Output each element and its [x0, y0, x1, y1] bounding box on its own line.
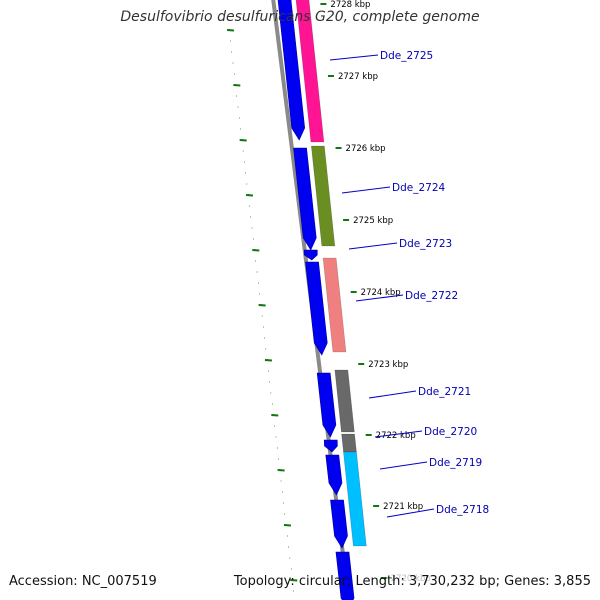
forward-strand-track: [277, 0, 355, 600]
forward-gene-arrow: [293, 147, 317, 251]
accession-text: Accession: NC_007519: [9, 574, 157, 589]
gene-label: Dde_2721: [418, 386, 471, 398]
map-title: Desulfovibrio desulfuricans G20, complet…: [120, 9, 480, 25]
gene-label-leader: [368, 390, 417, 399]
gene-feature: [310, 145, 336, 247]
gene-label: Dde_2723: [399, 238, 452, 250]
forward-gene-arrow: [303, 249, 318, 261]
kbp-tick-label: 2722 kbp: [376, 431, 416, 441]
kbp-tick-label: 2724 kbp: [361, 288, 401, 298]
forward-gene-arrow: [277, 0, 306, 141]
gene-track: [295, 0, 367, 547]
gc-mark: [283, 524, 291, 527]
gene-feature: [343, 451, 367, 547]
kbp-tick-label: 2720 kbp: [391, 574, 431, 584]
gc-mark: [277, 469, 285, 472]
kbp-tick-label: 2728 kbp: [330, 0, 370, 10]
gc-mark: [233, 84, 241, 87]
gene-label: Dde_2724: [392, 182, 446, 194]
gc-mark: [290, 579, 298, 582]
forward-gene-arrow: [325, 454, 343, 496]
kbp-tick-label: 2725 kbp: [353, 216, 393, 226]
forward-gene-arrow: [323, 439, 338, 453]
gene-label: Dde_2725: [380, 50, 433, 62]
gc-content-track: [226, 29, 298, 593]
gene-label-leader: [386, 508, 435, 518]
gene-feature: [341, 433, 357, 453]
gc-mark: [258, 304, 266, 307]
gene-feature: [295, 0, 325, 143]
gc-mark: [252, 249, 260, 252]
gene-label-leader: [341, 186, 391, 194]
gene-label-leader: [329, 54, 379, 61]
kbp-tick-label: 2727 kbp: [338, 72, 378, 82]
gene-feature: [334, 369, 355, 433]
gene-label-leader: [355, 294, 404, 302]
gene-label: Dde_2718: [436, 504, 489, 516]
forward-gene-arrow: [330, 499, 348, 549]
gc-mark: [264, 359, 273, 362]
gene-label: Dde_2720: [424, 426, 477, 438]
gene-label-leader: [348, 242, 398, 250]
gc-mark: [245, 194, 254, 197]
forward-gene-arrow: [335, 551, 355, 600]
kbp-tick-label: 2721 kbp: [383, 502, 423, 512]
kbp-tick-label: 2723 kbp: [368, 360, 408, 370]
forward-gene-arrow: [316, 372, 337, 438]
genome-summary-text: Topology: circular; Length: 3,730,232 bp…: [233, 574, 591, 589]
gene-label: Dde_2722: [405, 290, 458, 302]
gene-label-leader: [379, 461, 428, 470]
gene-feature: [322, 257, 347, 353]
gene-label: Dde_2719: [429, 457, 482, 469]
gene-label-leader: [374, 430, 423, 438]
forward-gene-arrow: [305, 261, 328, 356]
kbp-tick-label: 2726 kbp: [346, 144, 386, 154]
kbp-tick-track: 2728 kbp 2727 kbp 2726 kbp 2725 kbp 2724 kbp…: [320, 0, 431, 584]
gene-label-track: Dde_2725 Dde_2724 Dde_2723 Dde_2722 Dde_2721…: [329, 50, 489, 518]
gc-mark: [239, 139, 247, 142]
gc-mark: [271, 414, 279, 417]
gc-mark: [226, 29, 235, 32]
